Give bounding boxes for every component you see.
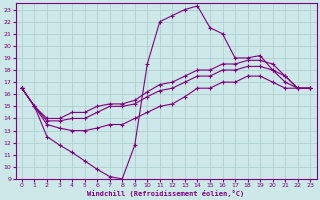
X-axis label: Windchill (Refroidissement éolien,°C): Windchill (Refroidissement éolien,°C) — [87, 190, 245, 197]
